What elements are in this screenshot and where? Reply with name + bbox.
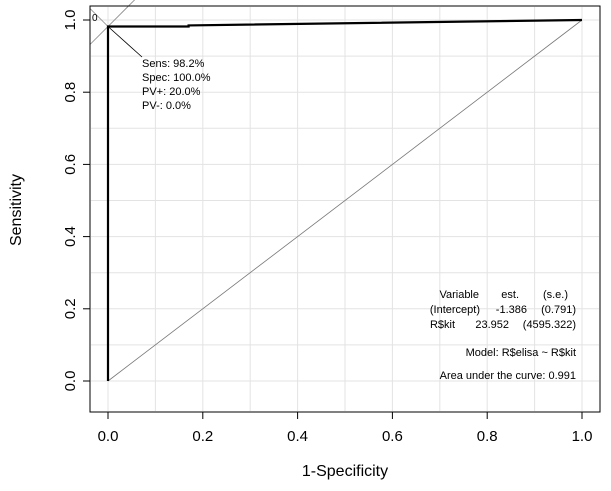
auc-label: Area under the curve: 0.991 <box>440 370 576 382</box>
table-header-variable: Variable <box>439 289 479 301</box>
table-cell: (0.791) <box>541 304 576 316</box>
reference-diagonal-line <box>107 19 583 382</box>
model-label: Model: R$elisa ~ R$kit <box>466 347 576 359</box>
y-axis-label: Sensitivity <box>8 174 25 246</box>
roc-curve-line <box>106 18 583 381</box>
x-tick-label: 0.6 <box>382 428 403 445</box>
x-tick-label: 0.8 <box>477 428 498 445</box>
x-tick-label: 0.2 <box>192 428 213 445</box>
table-cell: R$kit <box>430 319 455 331</box>
x-tick-label: 1.0 <box>572 428 593 445</box>
table-cell: (4595.322) <box>523 319 576 331</box>
y-tick-label: 0.4 <box>62 226 79 247</box>
table-cell: (Intercept) <box>430 304 480 316</box>
cutoff-label: 0 <box>92 13 98 24</box>
pvpos-annotation: PV+: 20.0% <box>142 86 201 98</box>
pvneg-annotation: PV-: 0.0% <box>142 100 191 112</box>
x-tick-label: 0.4 <box>287 428 308 445</box>
table-header-est: est. <box>501 289 519 301</box>
cutoff-marker-line <box>89 8 109 27</box>
y-tick-label: 1.0 <box>62 10 79 31</box>
y-tick-label: 0.8 <box>62 82 79 103</box>
sens-annotation: Sens: 98.2% <box>142 58 205 70</box>
table-cell: 23.952 <box>475 319 509 331</box>
plot-frame <box>89 5 601 413</box>
table-header-se: (s.e.) <box>543 289 568 301</box>
table-cell: -1.386 <box>496 304 527 316</box>
x-axis-label: 1-Specificity <box>302 463 388 480</box>
cutoff-annotation-pointer <box>107 26 143 58</box>
spec-annotation: Spec: 100.0% <box>142 72 211 84</box>
y-tick-label: 0.2 <box>62 298 79 319</box>
y-tick-label: 0.0 <box>62 371 79 392</box>
y-tick-label: 0.6 <box>62 154 79 175</box>
x-tick-label: 0.0 <box>98 428 119 445</box>
